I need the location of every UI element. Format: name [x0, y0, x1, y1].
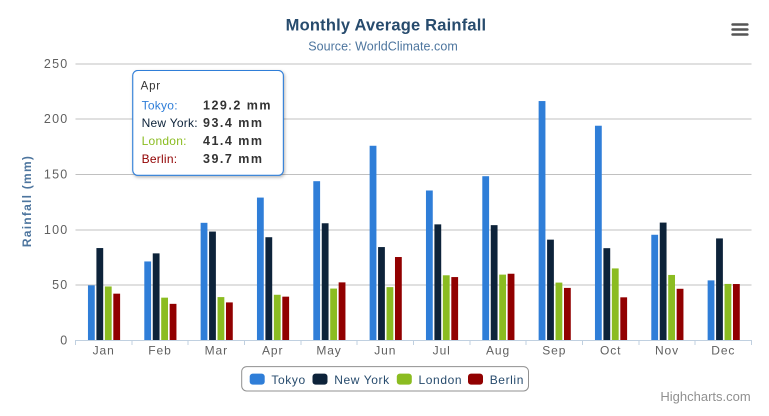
- svg-text:Mar: Mar: [205, 344, 228, 358]
- svg-text:200: 200: [44, 112, 68, 126]
- svg-text:Nov: Nov: [655, 344, 679, 358]
- svg-text:Apr: Apr: [141, 80, 161, 92]
- svg-text:93.4 mm: 93.4 mm: [203, 116, 264, 130]
- svg-text:May: May: [316, 344, 341, 358]
- svg-text:100: 100: [44, 223, 68, 237]
- svg-text:Source: WorldClimate.com: Source: WorldClimate.com: [308, 39, 458, 53]
- svg-text:Tokyo: Tokyo: [271, 373, 305, 387]
- svg-text:129.2 mm: 129.2 mm: [203, 98, 272, 112]
- svg-text:Dec: Dec: [711, 344, 735, 358]
- svg-text:250: 250: [44, 57, 68, 71]
- svg-text:Apr: Apr: [262, 344, 283, 358]
- svg-text:Jan: Jan: [93, 344, 115, 358]
- svg-text:Berlin:: Berlin:: [142, 152, 178, 166]
- svg-text:Aug: Aug: [486, 344, 510, 358]
- svg-text:London:: London:: [142, 134, 187, 148]
- svg-text:Berlin: Berlin: [490, 373, 524, 387]
- svg-text:Jun: Jun: [374, 344, 396, 358]
- svg-text:Feb: Feb: [148, 344, 171, 358]
- svg-text:New York:: New York:: [142, 116, 198, 130]
- svg-text:0: 0: [60, 334, 68, 348]
- svg-text:Oct: Oct: [600, 344, 621, 358]
- svg-text:Rainfall (mm): Rainfall (mm): [20, 155, 34, 247]
- svg-text:Monthly Average Rainfall: Monthly Average Rainfall: [286, 16, 487, 34]
- svg-text:London: London: [419, 373, 463, 387]
- svg-text:Tokyo:: Tokyo:: [142, 98, 178, 112]
- svg-text:150: 150: [44, 168, 68, 182]
- svg-text:Sep: Sep: [542, 344, 566, 358]
- svg-text:New York: New York: [334, 373, 390, 387]
- svg-text:50: 50: [52, 278, 68, 292]
- svg-text:Jul: Jul: [433, 344, 451, 358]
- svg-text:Highcharts.com: Highcharts.com: [660, 389, 750, 404]
- svg-text:39.7 mm: 39.7 mm: [203, 152, 264, 166]
- svg-text:41.4 mm: 41.4 mm: [203, 134, 264, 148]
